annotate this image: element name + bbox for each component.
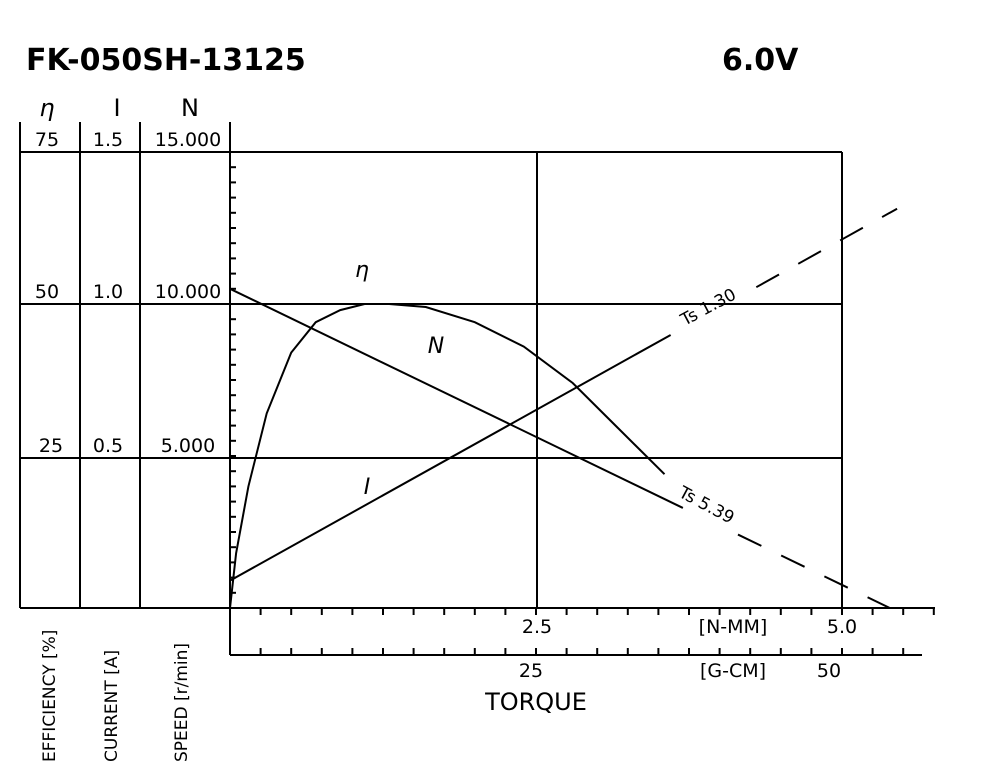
current-tick-1.0: 1.0 bbox=[93, 281, 123, 303]
speed-axis-label: SPEED [r/min] bbox=[172, 643, 192, 762]
gcm-tick-50: 50 bbox=[817, 660, 841, 682]
current-axis-label: CURRENT [A] bbox=[102, 650, 122, 762]
torque-axis-label: TORQUE bbox=[484, 688, 587, 716]
axis-frame bbox=[19, 122, 935, 656]
efficiency-axis-label: EFFICIENCY [%] bbox=[40, 630, 60, 762]
speed-tick-15000: 15.000 bbox=[155, 129, 221, 151]
chart-title: FK-050SH-13125 bbox=[26, 43, 306, 78]
stall-current-annotation: Ts 1.30 bbox=[677, 285, 740, 331]
speed-tick-5000: 5.000 bbox=[161, 435, 215, 457]
speed-line-extrapolated bbox=[737, 533, 891, 609]
voltage-label: 6.0V bbox=[722, 43, 799, 78]
current-line bbox=[229, 334, 672, 582]
current-tick-0.5: 0.5 bbox=[93, 435, 123, 457]
nmm-tick-2.5: 2.5 bbox=[522, 616, 552, 638]
gcm-tick-25: 25 bbox=[519, 660, 543, 682]
stall-torque-annotation: Ts 5.39 bbox=[674, 482, 737, 528]
speed-line bbox=[229, 287, 684, 509]
gcm-unit-label: [G-CM] bbox=[700, 660, 766, 682]
current-line-extrapolated bbox=[755, 207, 898, 289]
current-axis-symbol: I bbox=[113, 94, 120, 122]
speed-axis-symbol: N bbox=[181, 94, 199, 122]
efficiency-curve-label: η bbox=[355, 258, 369, 283]
current-tick-1.5: 1.5 bbox=[93, 129, 123, 151]
current-curve-label: I bbox=[364, 475, 371, 500]
speed-curve-label: N bbox=[428, 334, 444, 359]
efficiency-axis-symbol: η bbox=[39, 94, 54, 122]
efficiency-tick-25: 25 bbox=[39, 435, 63, 457]
efficiency-tick-50: 50 bbox=[35, 281, 59, 303]
nmm-unit-label: [N-MM] bbox=[699, 616, 768, 638]
nmm-tick-5.0: 5.0 bbox=[827, 616, 857, 638]
minor-ticks bbox=[230, 166, 935, 655]
efficiency-tick-75: 75 bbox=[35, 129, 59, 151]
efficiency-curve bbox=[229, 303, 666, 609]
speed-tick-10000: 10.000 bbox=[155, 281, 221, 303]
